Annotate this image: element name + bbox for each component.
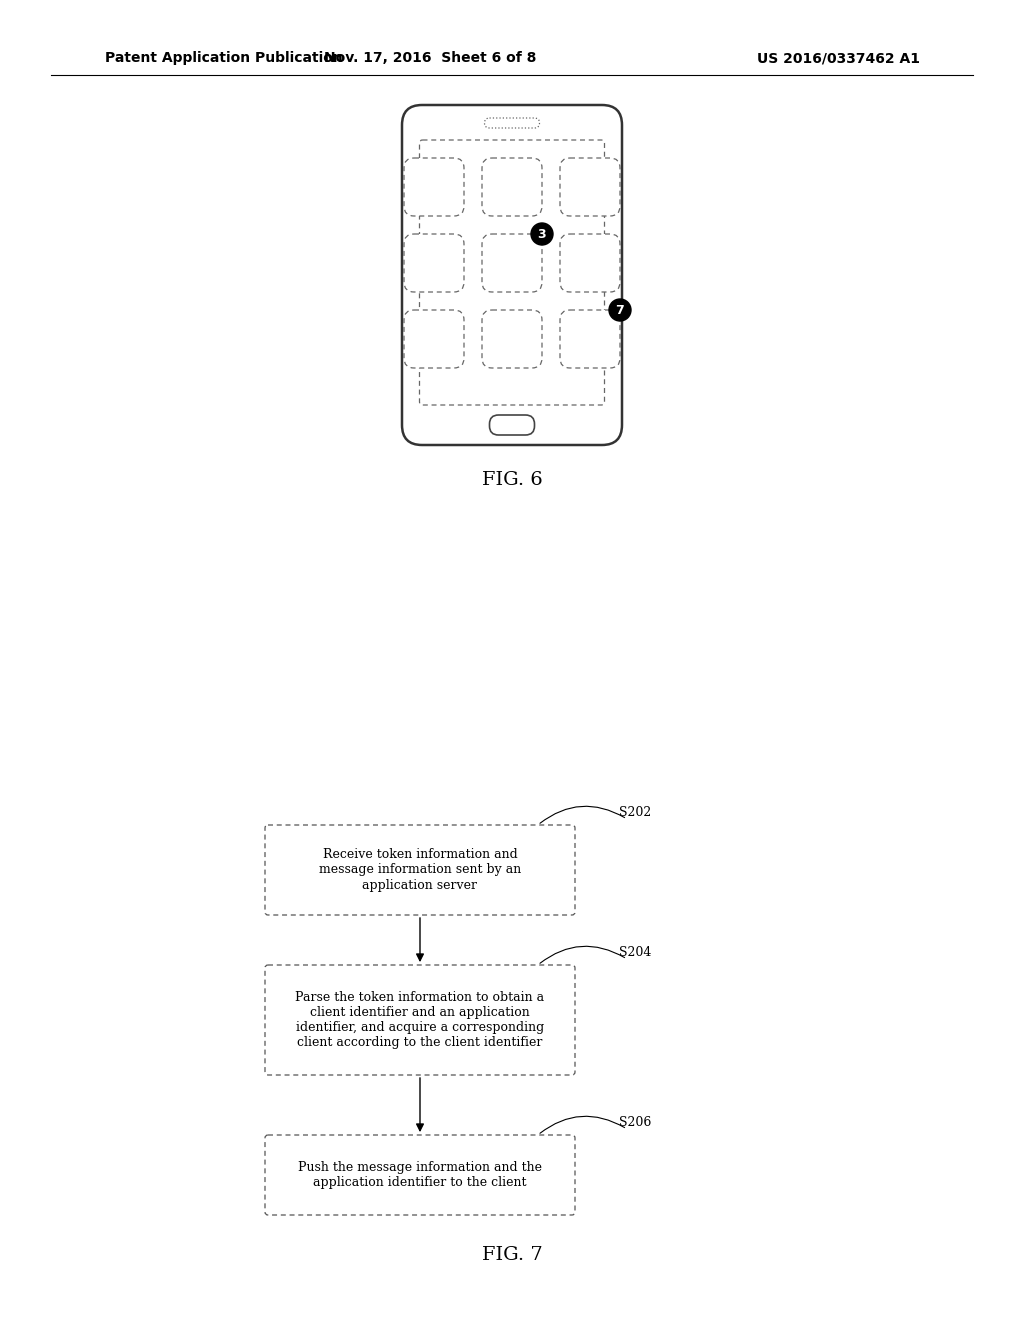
- Text: 3: 3: [538, 227, 547, 240]
- Text: S204: S204: [618, 946, 651, 960]
- Text: Push the message information and the
application identifier to the client: Push the message information and the app…: [298, 1162, 542, 1189]
- FancyBboxPatch shape: [560, 234, 620, 292]
- FancyBboxPatch shape: [482, 158, 542, 216]
- Circle shape: [609, 300, 631, 321]
- FancyBboxPatch shape: [484, 117, 540, 128]
- Text: FIG. 6: FIG. 6: [481, 471, 543, 488]
- FancyBboxPatch shape: [404, 310, 464, 368]
- FancyBboxPatch shape: [560, 310, 620, 368]
- FancyBboxPatch shape: [404, 158, 464, 216]
- FancyBboxPatch shape: [404, 234, 464, 292]
- FancyBboxPatch shape: [420, 140, 604, 405]
- Text: Nov. 17, 2016  Sheet 6 of 8: Nov. 17, 2016 Sheet 6 of 8: [324, 51, 537, 65]
- FancyBboxPatch shape: [402, 106, 622, 445]
- Text: Receive token information and
message information sent by an
application server: Receive token information and message in…: [318, 849, 521, 891]
- Text: Patent Application Publication: Patent Application Publication: [105, 51, 343, 65]
- Text: US 2016/0337462 A1: US 2016/0337462 A1: [757, 51, 920, 65]
- Text: Parse the token information to obtain a
client identifier and an application
ide: Parse the token information to obtain a …: [296, 991, 545, 1049]
- FancyBboxPatch shape: [265, 825, 575, 915]
- FancyBboxPatch shape: [489, 414, 535, 436]
- FancyBboxPatch shape: [482, 234, 542, 292]
- FancyBboxPatch shape: [265, 965, 575, 1074]
- Text: 7: 7: [615, 304, 625, 317]
- FancyBboxPatch shape: [560, 158, 620, 216]
- Text: S206: S206: [618, 1117, 651, 1130]
- FancyBboxPatch shape: [265, 1135, 575, 1214]
- Text: S202: S202: [618, 807, 651, 820]
- Circle shape: [531, 223, 553, 246]
- Text: FIG. 7: FIG. 7: [481, 1246, 543, 1265]
- FancyBboxPatch shape: [482, 310, 542, 368]
